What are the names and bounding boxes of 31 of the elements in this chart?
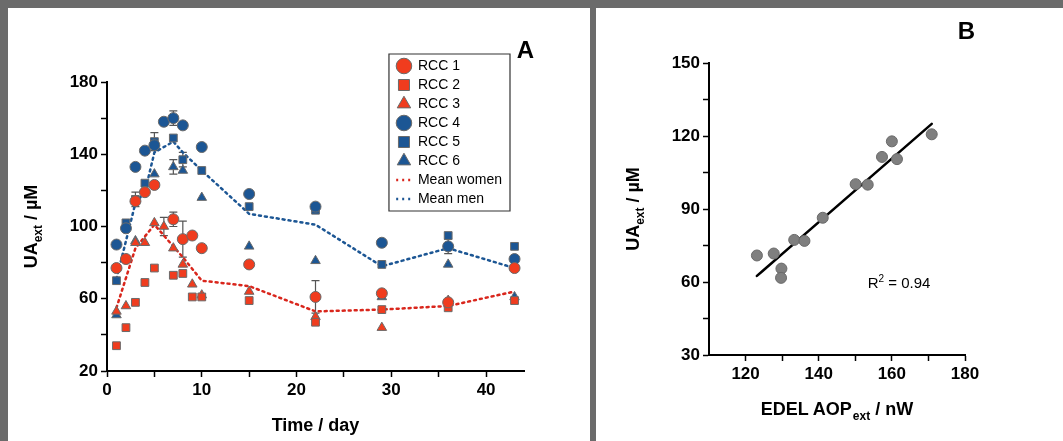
y-tick-label: 90 — [681, 198, 700, 218]
x-tick-label: 40 — [476, 379, 496, 399]
y-tick-label: 180 — [69, 71, 98, 91]
y-tick-label: 60 — [681, 271, 700, 291]
legend-label: RCC 5 — [417, 132, 461, 149]
chart-title: A — [516, 36, 535, 63]
chart-title: B — [957, 17, 976, 44]
x-tick-label: 120 — [731, 363, 760, 383]
legend-label: Mean women — [417, 170, 503, 187]
x-tick-label: 180 — [950, 363, 980, 383]
legend-label: RCC 6 — [417, 151, 461, 168]
legend-label: RCC 1 — [417, 56, 461, 73]
y-tick-label: 150 — [671, 52, 700, 72]
legend-label: RCC 4 — [417, 113, 461, 130]
legend-label: RCC 2 — [417, 75, 461, 92]
x-tick-label: 160 — [877, 363, 907, 383]
x-tick-label: 10 — [192, 379, 212, 399]
legend-label: RCC 3 — [417, 94, 461, 111]
x-tick-label: 0 — [102, 379, 112, 399]
y-tick-label: 60 — [79, 288, 98, 308]
y-tick-label: 140 — [69, 143, 98, 163]
x-tick-label: 140 — [804, 363, 833, 383]
y-tick-label: 100 — [69, 216, 98, 236]
y-axis-title: UAext / µM — [623, 167, 648, 251]
y-tick-label: 30 — [681, 344, 700, 364]
y-tick-label: 120 — [671, 125, 700, 145]
y-axis-title: UAext / µM — [21, 184, 46, 269]
x-axis-title: Time / day — [271, 415, 360, 435]
x-tick-label: 20 — [287, 379, 307, 399]
legend-label: Mean men — [417, 189, 485, 206]
x-tick-label: 30 — [381, 379, 401, 399]
